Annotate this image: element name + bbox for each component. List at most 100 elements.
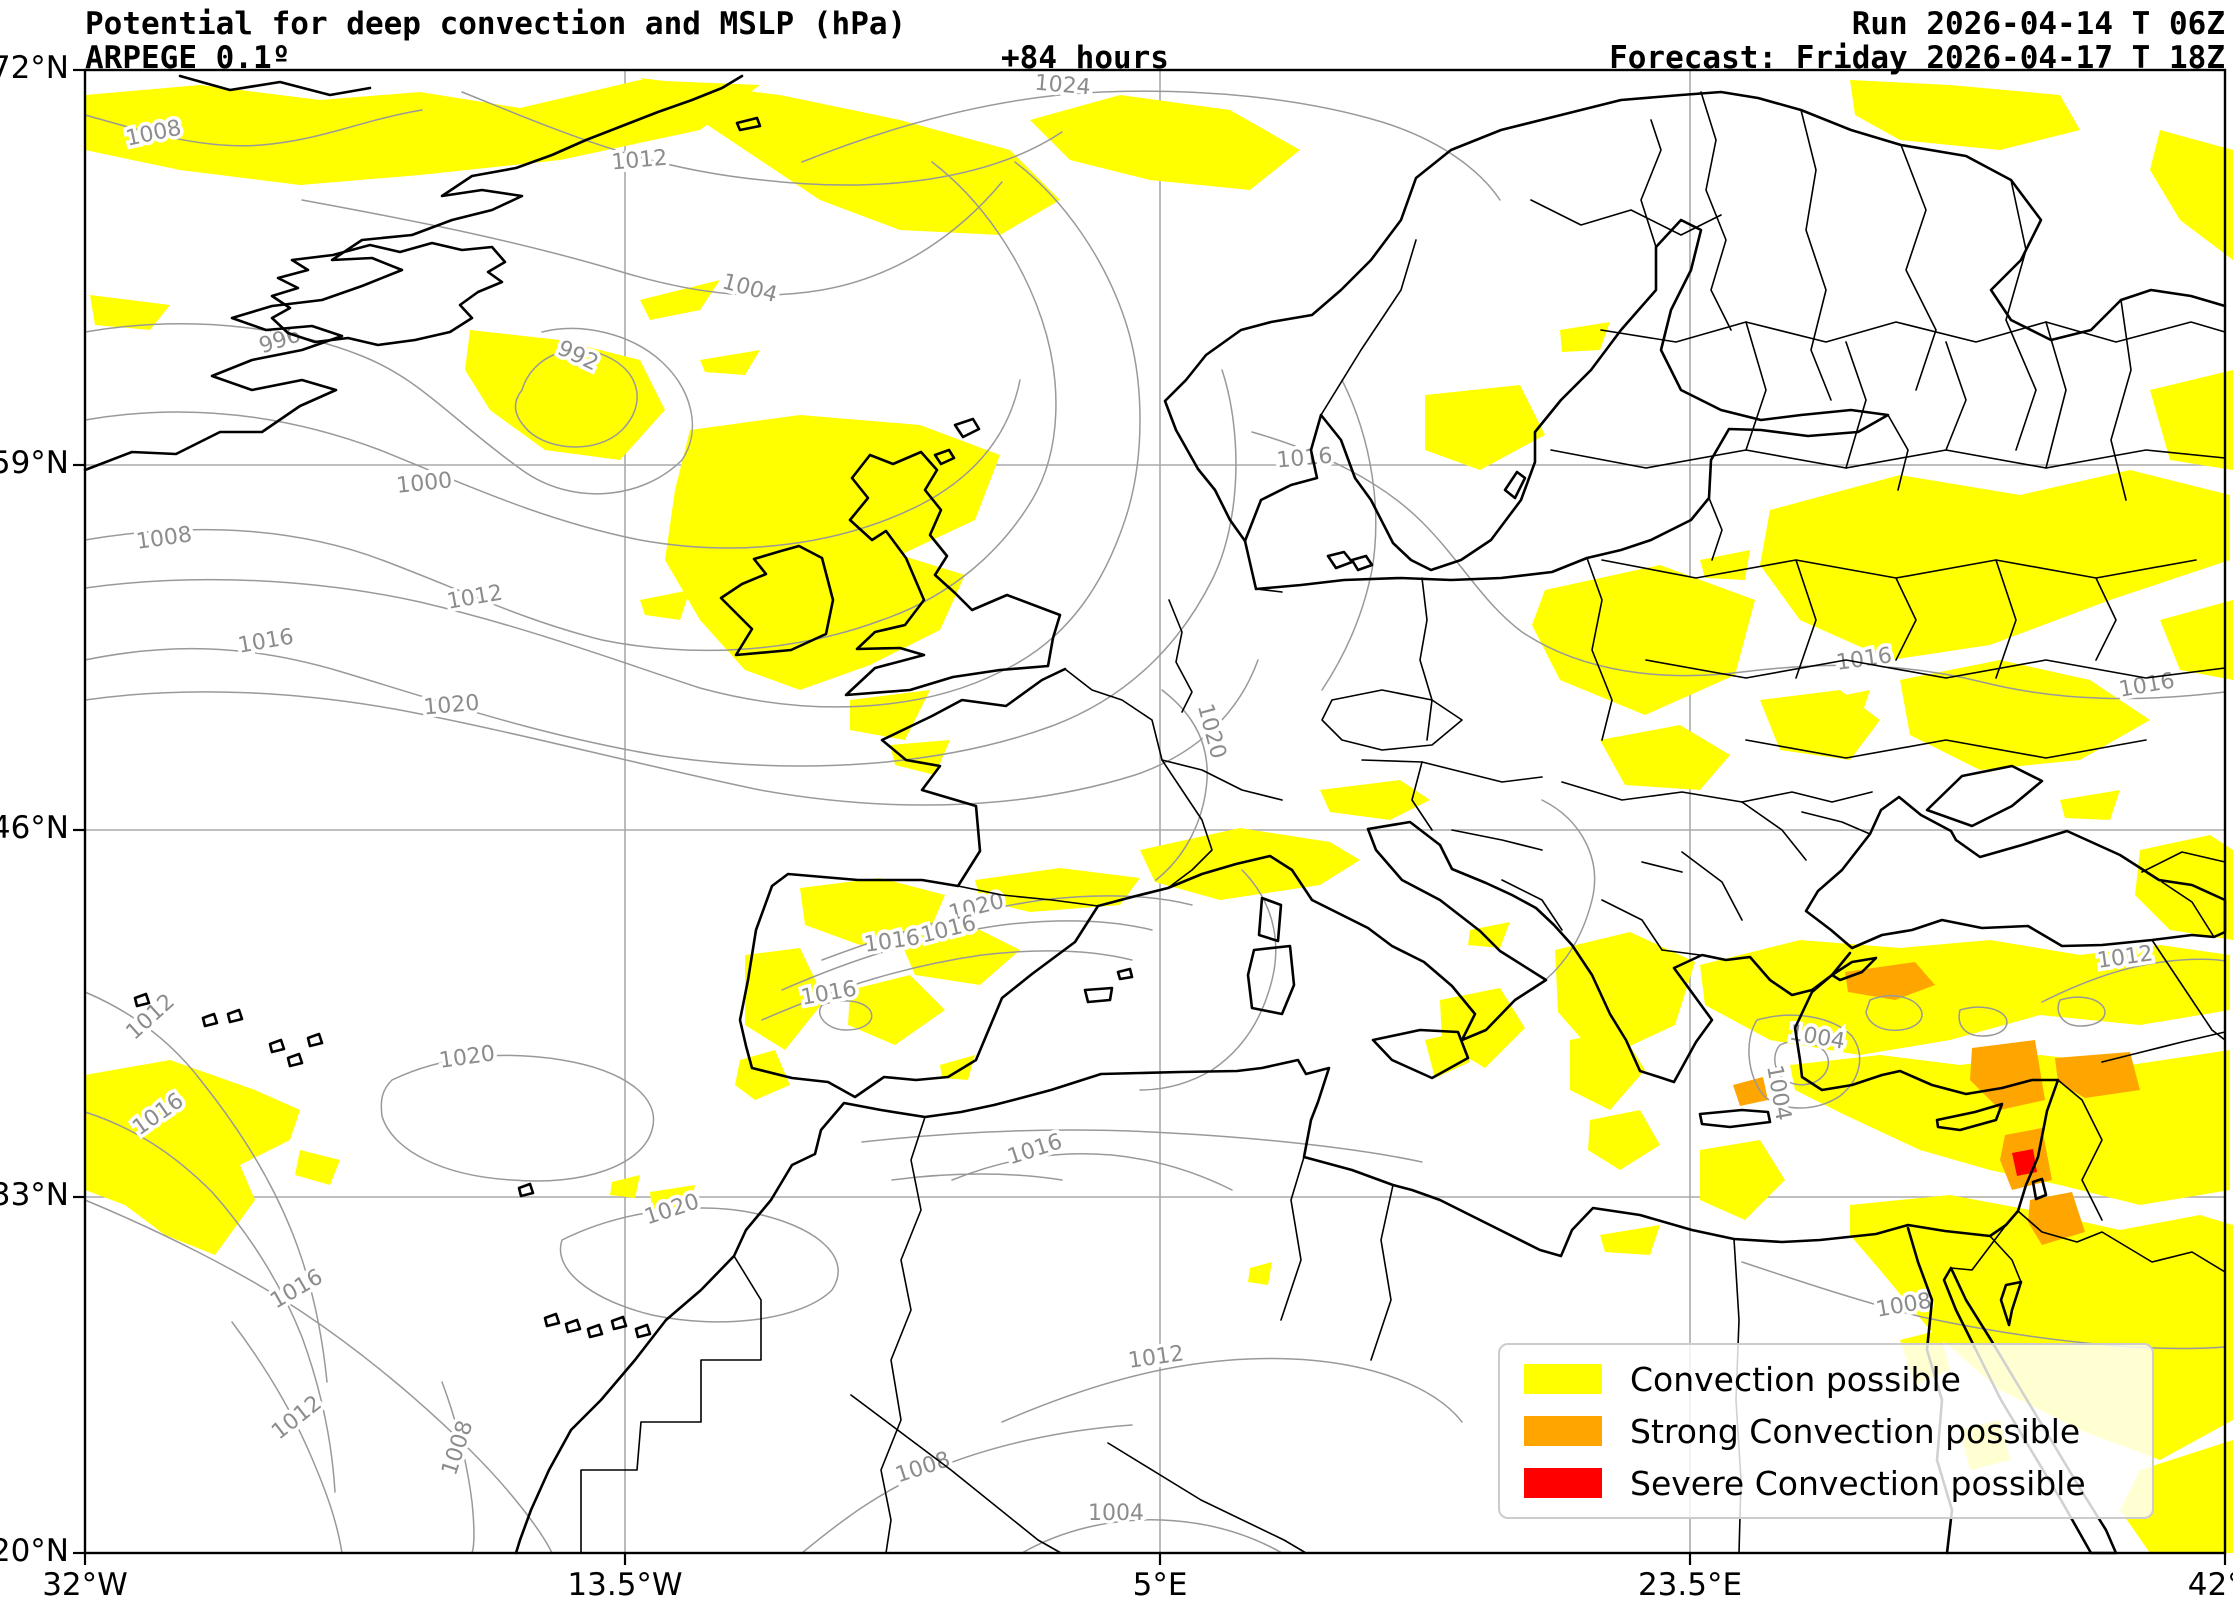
coastlines-el — [634, 1323, 652, 1339]
coastlines-el — [1350, 554, 1374, 572]
legend-item: Severe Convection possible — [1524, 1464, 2152, 1503]
isobar-label: 1004 — [1761, 1063, 1795, 1122]
coastlines-el — [1163, 90, 2227, 471]
country-borders-el — [580, 1255, 762, 1554]
country-borders-el — [2110, 299, 2132, 501]
convection-possible-area-el — [975, 868, 1140, 912]
coastlines-el — [610, 1315, 628, 1331]
convection-possible-area-el — [2135, 835, 2233, 940]
convection-possible-area-el — [295, 1150, 340, 1185]
mslp-isobars-el — [861, 1129, 1423, 1163]
country-borders-el — [2161, 881, 2215, 938]
convection-possible-area-el — [850, 690, 930, 740]
isobar-label: 1024 — [1034, 71, 1092, 101]
coastlines-el — [1083, 986, 1114, 1004]
coastlines-el — [1326, 550, 1354, 570]
coastlines-el — [83, 74, 744, 472]
axis-ticks — [73, 68, 2227, 1565]
country-borders-el — [1795, 559, 1817, 679]
mslp-isobars-el — [821, 895, 1193, 961]
x-tick-label: 42°E — [2187, 1567, 2233, 1603]
mslp-isobars-el — [1139, 869, 1277, 1091]
mslp-isobars-el — [1001, 1357, 1463, 1423]
coastlines — [83, 74, 2227, 1555]
country-borders-el — [1895, 577, 1917, 661]
country-borders-el — [1280, 1156, 1305, 1321]
mslp-isobars-el — [1774, 1040, 1830, 1086]
convection-possible-area-el — [640, 78, 1060, 235]
y-tick-label: 72°N — [0, 50, 69, 86]
coastlines-el — [270, 241, 507, 347]
coastlines-el — [844, 450, 1062, 697]
country-borders-el — [1640, 119, 1662, 248]
isobar-label: 1004 — [1088, 1501, 1144, 1526]
mslp-isobars-el — [380, 1054, 655, 1182]
mslp-isobars-el — [1021, 1519, 1283, 1554]
mslp-isobars-el — [801, 90, 1501, 201]
convection-possible-area-el — [1850, 80, 2080, 150]
convection-possible-area-el — [700, 350, 760, 375]
mslp-isobars-el — [84, 659, 1259, 806]
isobar-label: 1012 — [1127, 1341, 1186, 1374]
mslp-isobars-el — [231, 1321, 343, 1554]
convection-possible-area-el — [2150, 130, 2233, 260]
isobar-label: 1008 — [437, 1417, 478, 1478]
coastlines-el — [178, 74, 372, 97]
coastlines-el — [1830, 956, 1878, 982]
country-borders-el — [1168, 599, 1193, 713]
mslp-isobars-el — [1748, 1014, 1861, 1109]
severe-convection-area-el — [2012, 1149, 2037, 1176]
convection-possible-area-el — [1760, 470, 2230, 660]
coastlines-el — [1925, 764, 2044, 828]
mslp-isobars-el — [301, 181, 1003, 296]
coastlines-el — [719, 544, 835, 657]
strong-convection-area-el — [1970, 1040, 2045, 1110]
country-borders-el — [1800, 109, 1832, 401]
isobar-label: 1012 — [610, 146, 668, 176]
legend-swatch-0 — [1524, 1364, 1602, 1394]
convection-possible-area-el — [1425, 385, 1545, 470]
convection-possible-area-el — [900, 925, 1020, 985]
country-borders-el — [1741, 791, 1873, 803]
coastlines-el — [306, 1032, 324, 1048]
convection-possible-area-el — [1320, 780, 1430, 820]
x-tick-label: 5°E — [1132, 1567, 1188, 1603]
mslp-isobars-el — [84, 161, 1141, 708]
coastlines-el — [1246, 944, 1296, 1016]
mslp-isobars-el — [514, 349, 638, 448]
legend-label-1: Strong Convection possible — [1630, 1411, 2081, 1451]
mslp-isobars-el — [1741, 1261, 2226, 1350]
country-borders-el — [1600, 321, 2226, 343]
country-borders-el — [1411, 761, 1433, 831]
country-borders-el — [1255, 588, 1283, 593]
convection-possible-area-el — [1570, 1030, 1645, 1110]
mslp-isobars-el — [559, 1207, 839, 1323]
y-tick-label: 59°N — [0, 445, 69, 481]
convection-possible-area-el — [800, 878, 945, 945]
y-tick-label: 46°N — [0, 810, 69, 846]
country-borders-el — [1641, 861, 1683, 873]
mslp-isobars-el — [1321, 379, 1377, 691]
country-borders-el — [850, 1394, 1062, 1554]
country-borders-el — [1995, 559, 2017, 679]
country-borders-el — [2005, 179, 2037, 451]
mslp-isobars-el — [819, 1000, 873, 1031]
coastlines-el — [517, 1182, 535, 1198]
convection-possible-area-el — [1700, 940, 2230, 1055]
country-borders-el — [1107, 1442, 1307, 1554]
coastlines-el — [735, 116, 762, 132]
mslp-isobars-el — [461, 91, 1063, 186]
coastlines-el — [268, 1038, 286, 1054]
country-borders-el — [1887, 414, 1909, 491]
coastlines-el — [2031, 1177, 2048, 1201]
convection-possible-area-el — [1600, 1225, 1660, 1255]
country-borders-el — [1561, 781, 1743, 803]
convection-possible-area-el — [1560, 322, 1610, 352]
convection-possible-area-el — [2150, 370, 2233, 470]
country-borders-el — [1745, 739, 2147, 759]
mslp-isobars-el — [801, 1424, 1133, 1554]
country-borders-el — [2095, 577, 2117, 661]
country-borders-el — [1801, 811, 1871, 835]
country-borders-el — [1451, 829, 1543, 851]
